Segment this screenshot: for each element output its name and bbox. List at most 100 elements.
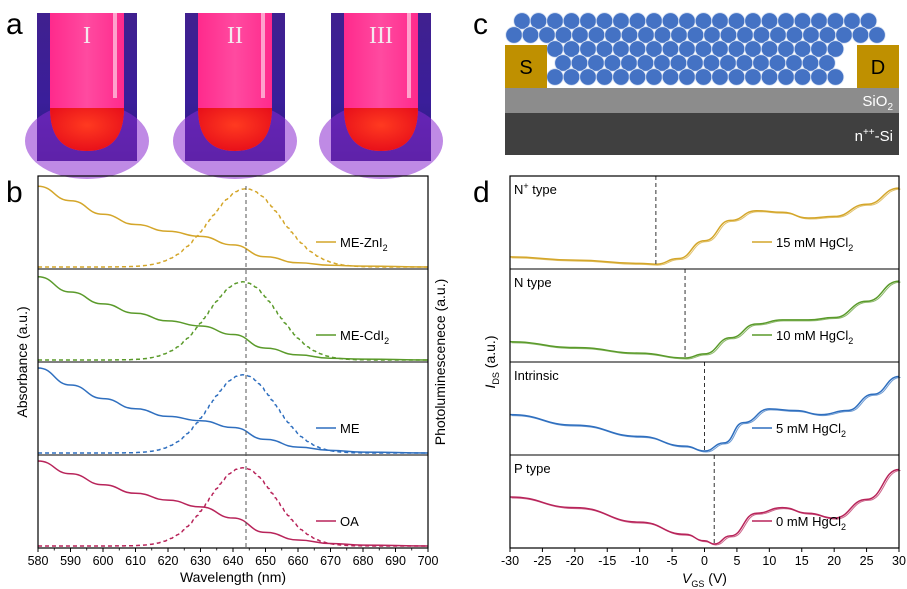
y-axis-label-right: Photoluminescenece (a.u.) <box>432 279 448 446</box>
type-label: Intrinsic <box>514 368 559 383</box>
x-tick-label: 5 <box>733 554 740 568</box>
quantum-dot <box>826 68 845 86</box>
x-tick-label: 670 <box>320 554 341 568</box>
legend-sub: 2 <box>841 522 846 532</box>
legend-name: 5 mM HgCl <box>776 421 841 436</box>
quantum-dot <box>727 68 746 86</box>
x-tick-label: 610 <box>125 554 146 568</box>
quantum-dot <box>521 26 540 44</box>
type-label-base: N type <box>514 275 552 290</box>
y-label-sub: DS <box>491 372 501 385</box>
quantum-dot <box>851 26 870 44</box>
absorbance-series-line <box>37 460 429 547</box>
x-tick-label: 15 <box>795 554 809 568</box>
x-tick-label: 660 <box>288 554 309 568</box>
vial-label: II <box>227 23 243 49</box>
x-tick-label: 620 <box>158 554 179 568</box>
transfer-subplot: N type 10 mM HgCl2 <box>509 268 901 360</box>
vial-liquid <box>50 108 124 151</box>
transfer-curve <box>509 468 900 545</box>
substrate-label-sup: ++ <box>863 127 875 138</box>
x-axis-label: VGS (V) <box>682 570 727 589</box>
pl-series-line <box>38 467 428 547</box>
quantum-dot <box>595 68 614 86</box>
y-label-base: I <box>482 384 498 388</box>
legend-name: ME-ZnI <box>340 235 383 250</box>
pl-series-line <box>38 374 428 454</box>
absorbance-pl-subplot: ME-CdI2 <box>37 268 429 361</box>
quantum-dot <box>579 68 597 86</box>
type-label: N+ type <box>514 181 557 197</box>
substrate-layer <box>505 113 899 155</box>
quantum-dot <box>793 68 812 86</box>
legend-entry: OA <box>340 514 359 529</box>
type-label-sup: + <box>523 181 528 191</box>
transfer-curve-reverse <box>511 281 901 360</box>
x-tick-label: 580 <box>28 554 49 568</box>
x-tick-label: -20 <box>566 554 584 568</box>
type-label: N type <box>514 275 552 290</box>
quantum-dot <box>661 68 680 86</box>
transfer-curve <box>509 187 900 265</box>
transfer-subplot: Intrinsic 5 mM HgCl2 <box>509 361 901 453</box>
x-tick-label: 20 <box>827 554 841 568</box>
transfer-curve <box>509 280 900 359</box>
x-label-unit: (V) <box>704 570 727 586</box>
x-tick-label: -25 <box>533 554 551 568</box>
x-tick-label: 10 <box>762 554 776 568</box>
panel-label-d: d <box>473 176 490 209</box>
quantum-dot <box>645 68 663 86</box>
substrate-label: n++-Si <box>855 127 893 145</box>
quantum-dot <box>760 68 779 86</box>
quantum-dot <box>868 26 886 44</box>
quantum-dot <box>777 68 795 86</box>
transfer-curve <box>509 375 900 452</box>
x-tick-label: -10 <box>631 554 649 568</box>
pl-series-line <box>38 281 428 361</box>
source-label: S <box>519 57 532 79</box>
legend-sub: 2 <box>848 336 853 346</box>
vial-highlight <box>261 13 265 98</box>
x-tick-label: 0 <box>701 554 708 568</box>
x-tick-label: 30 <box>892 554 906 568</box>
type-label-base: Intrinsic <box>514 368 559 383</box>
panel-label-c: c <box>473 8 488 41</box>
type-label-base: P type <box>514 461 551 476</box>
x-tick-label: 630 <box>190 554 211 568</box>
source-electrode <box>505 45 547 88</box>
vial-photo-3: III <box>319 13 443 179</box>
substrate-label-rest: -Si <box>875 128 893 145</box>
absorbance-series-line <box>37 275 429 361</box>
type-label: P type <box>514 461 551 476</box>
legend-entry: 10 mM HgCl2 <box>776 328 853 346</box>
x-tick-label: -30 <box>501 554 519 568</box>
quantum-dot <box>711 68 729 86</box>
quantum-dot <box>562 68 581 86</box>
absorbance-series-line <box>37 185 429 268</box>
quantum-dot <box>612 68 630 86</box>
quantum-dot <box>505 26 523 44</box>
pl-series-line <box>37 188 428 268</box>
x-label-base: V <box>682 570 693 586</box>
quantum-dot <box>546 68 564 86</box>
legend-sub: 2 <box>841 429 846 439</box>
quantum-dot <box>859 12 878 30</box>
x-tick-label: 680 <box>353 554 374 568</box>
vial-label: I <box>83 23 91 49</box>
quantum-dot <box>826 40 845 58</box>
type-label-base: N <box>514 182 523 197</box>
vial-liquid <box>344 108 418 151</box>
legend-name: ME-CdI <box>340 328 384 343</box>
transfer-curve-reverse <box>511 470 901 546</box>
legend-entry: 5 mM HgCl2 <box>776 421 846 439</box>
oxide-label-base: SiO <box>862 93 887 110</box>
x-tick-label: 650 <box>255 554 276 568</box>
transfer-subplot: N+ type 15 mM HgCl2 <box>509 176 901 266</box>
x-tick-label: 590 <box>60 554 81 568</box>
vial-label: III <box>369 23 393 49</box>
legend-sub: 2 <box>383 243 388 253</box>
panel-a-photos: I II III <box>25 13 443 179</box>
quantum-dot <box>744 68 762 86</box>
